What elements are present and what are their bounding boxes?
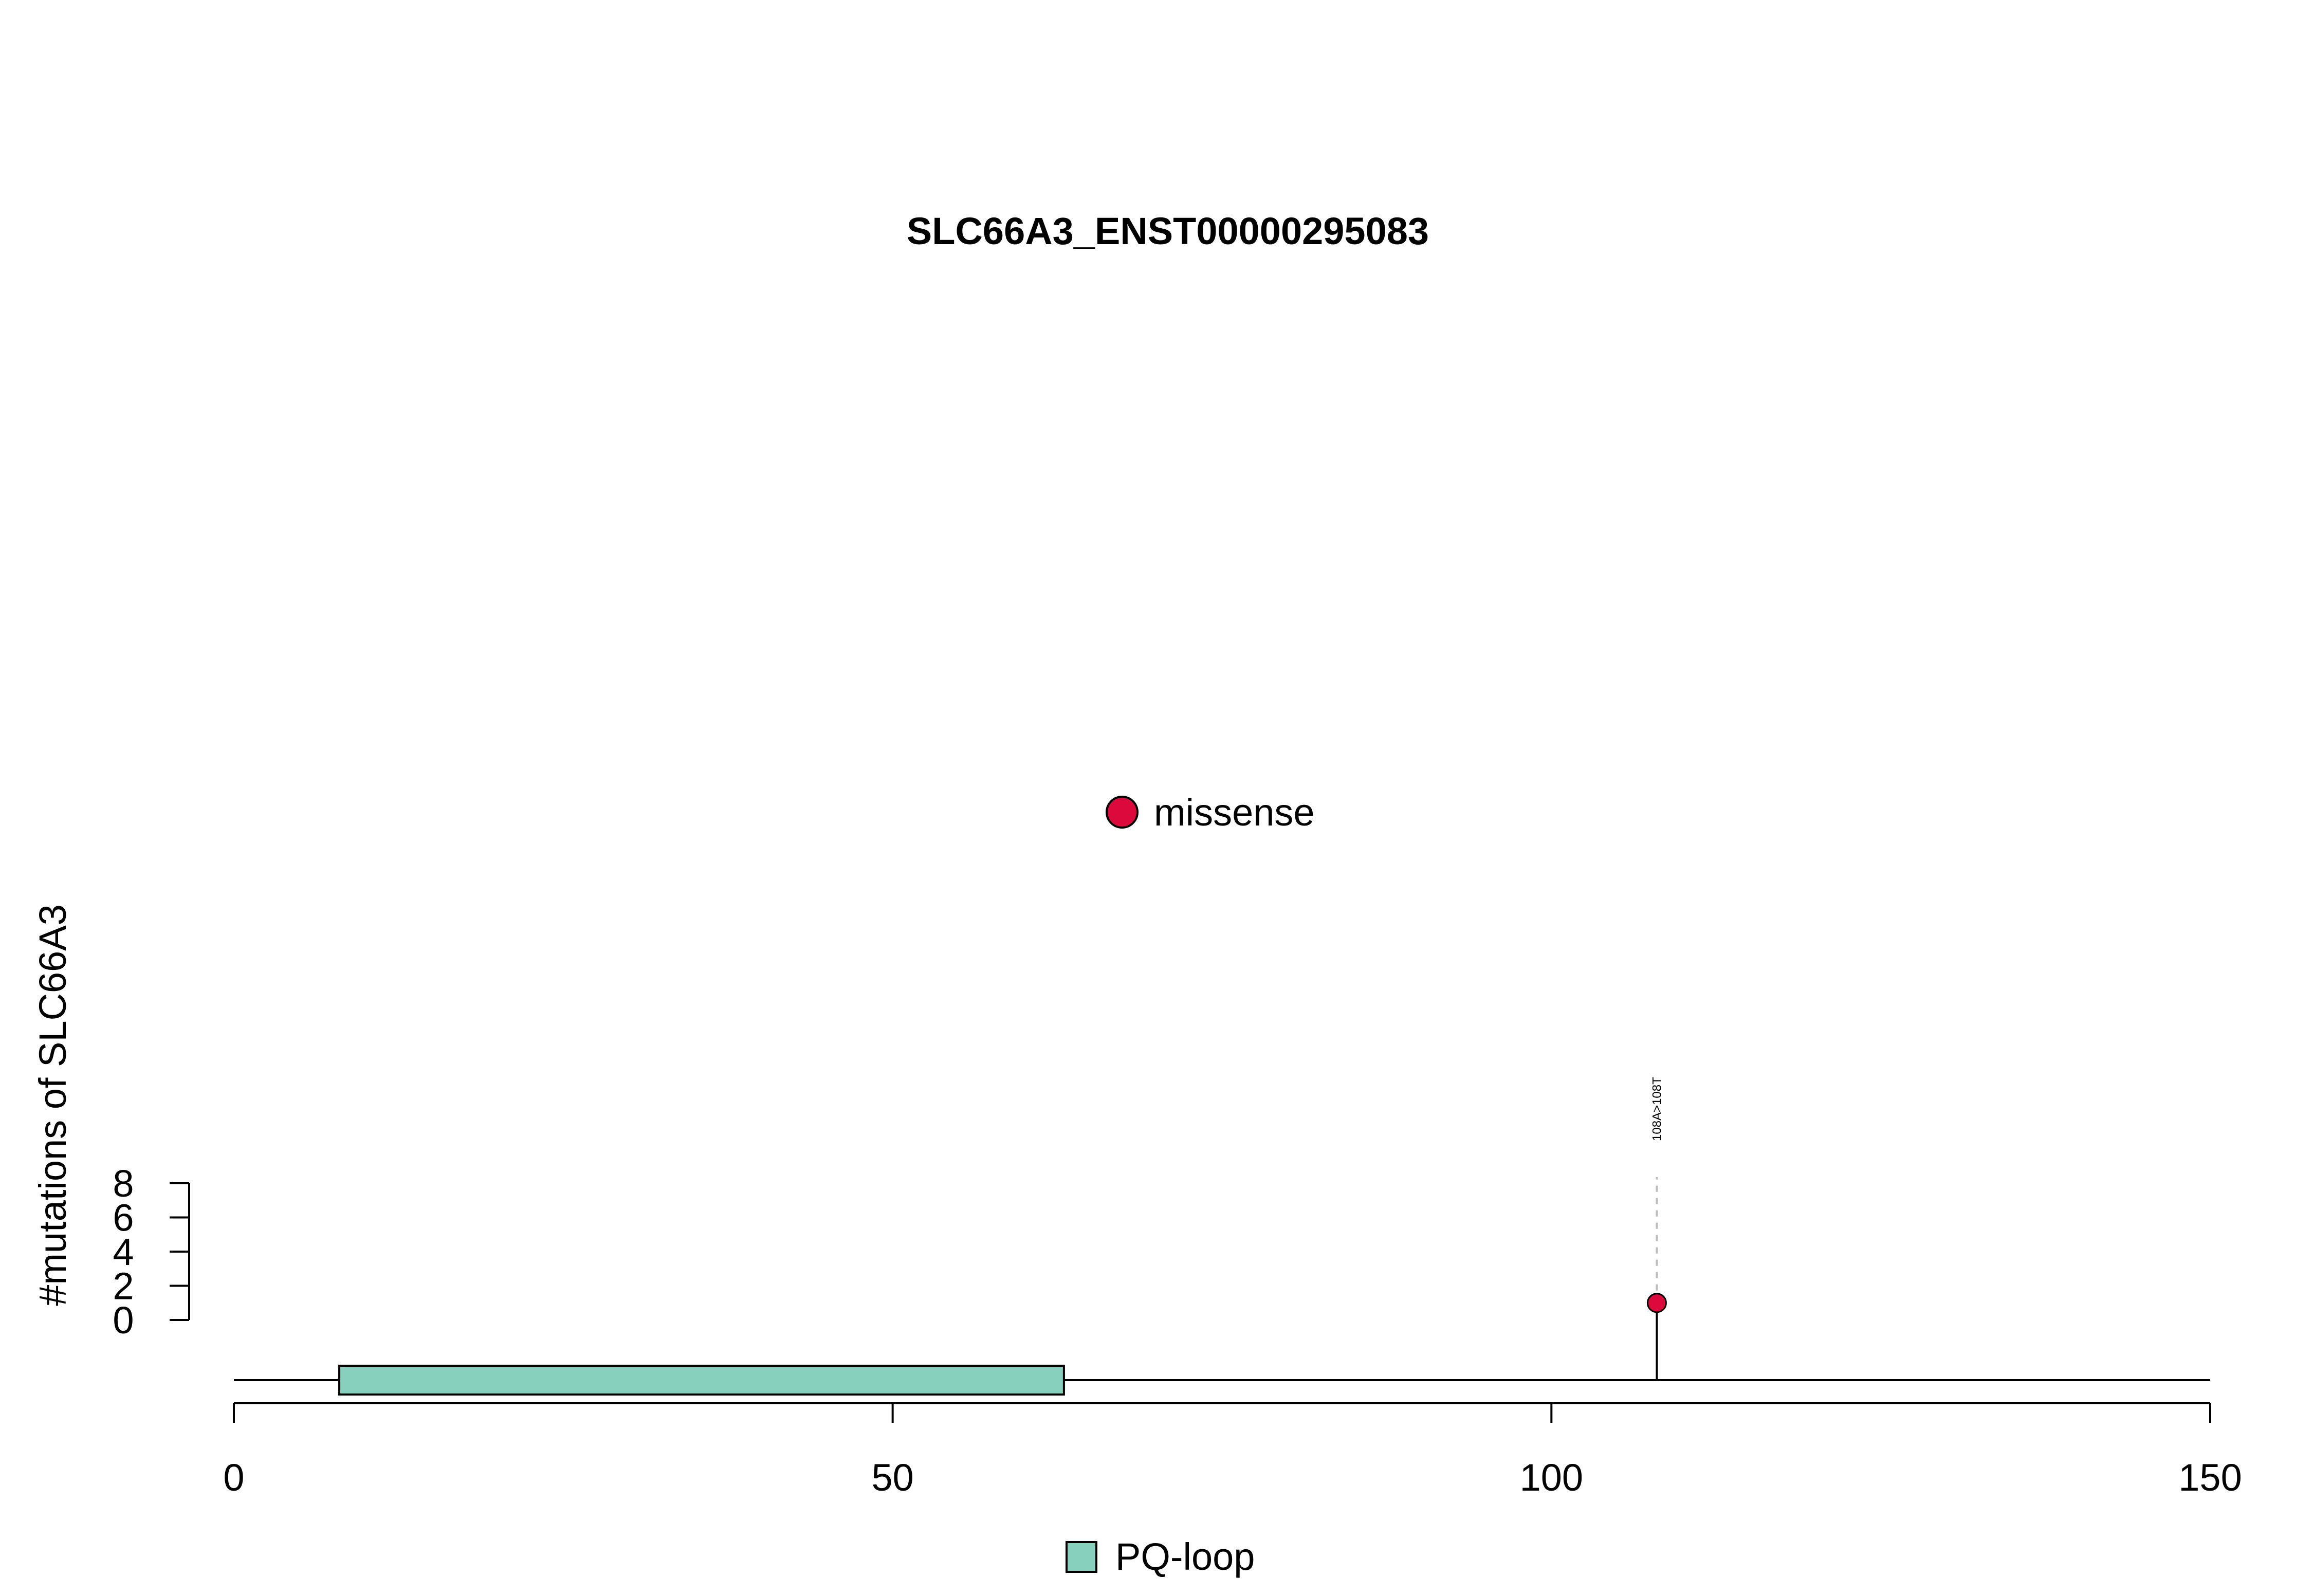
y-tick-label: 8 (113, 1162, 134, 1205)
x-tick-label: 100 (1520, 1456, 1583, 1499)
chart-title: SLC66A3_ENST00000295083 (907, 210, 1429, 252)
y-tick-label: 6 (113, 1197, 134, 1239)
x-tick-label: 50 (872, 1456, 914, 1499)
y-tick-label: 2 (113, 1265, 134, 1308)
domain-box (338, 1365, 1065, 1396)
mutation-label: 108A>108T (1650, 1077, 1664, 1141)
legend-label-domain: PQ-loop (1115, 1535, 1255, 1578)
y-axis-label: #mutations of SLC66A3 (31, 904, 74, 1306)
legend-swatch-domain (1066, 1541, 1097, 1573)
legend-label-missense: missense (1154, 791, 1315, 834)
x-tick-label: 150 (2178, 1456, 2242, 1499)
mutation-point (1646, 1293, 1667, 1313)
y-tick-label: 0 (113, 1299, 134, 1342)
x-tick-label: 0 (223, 1456, 244, 1499)
y-tick-label: 4 (113, 1231, 134, 1273)
legend-marker-missense (1106, 796, 1139, 829)
